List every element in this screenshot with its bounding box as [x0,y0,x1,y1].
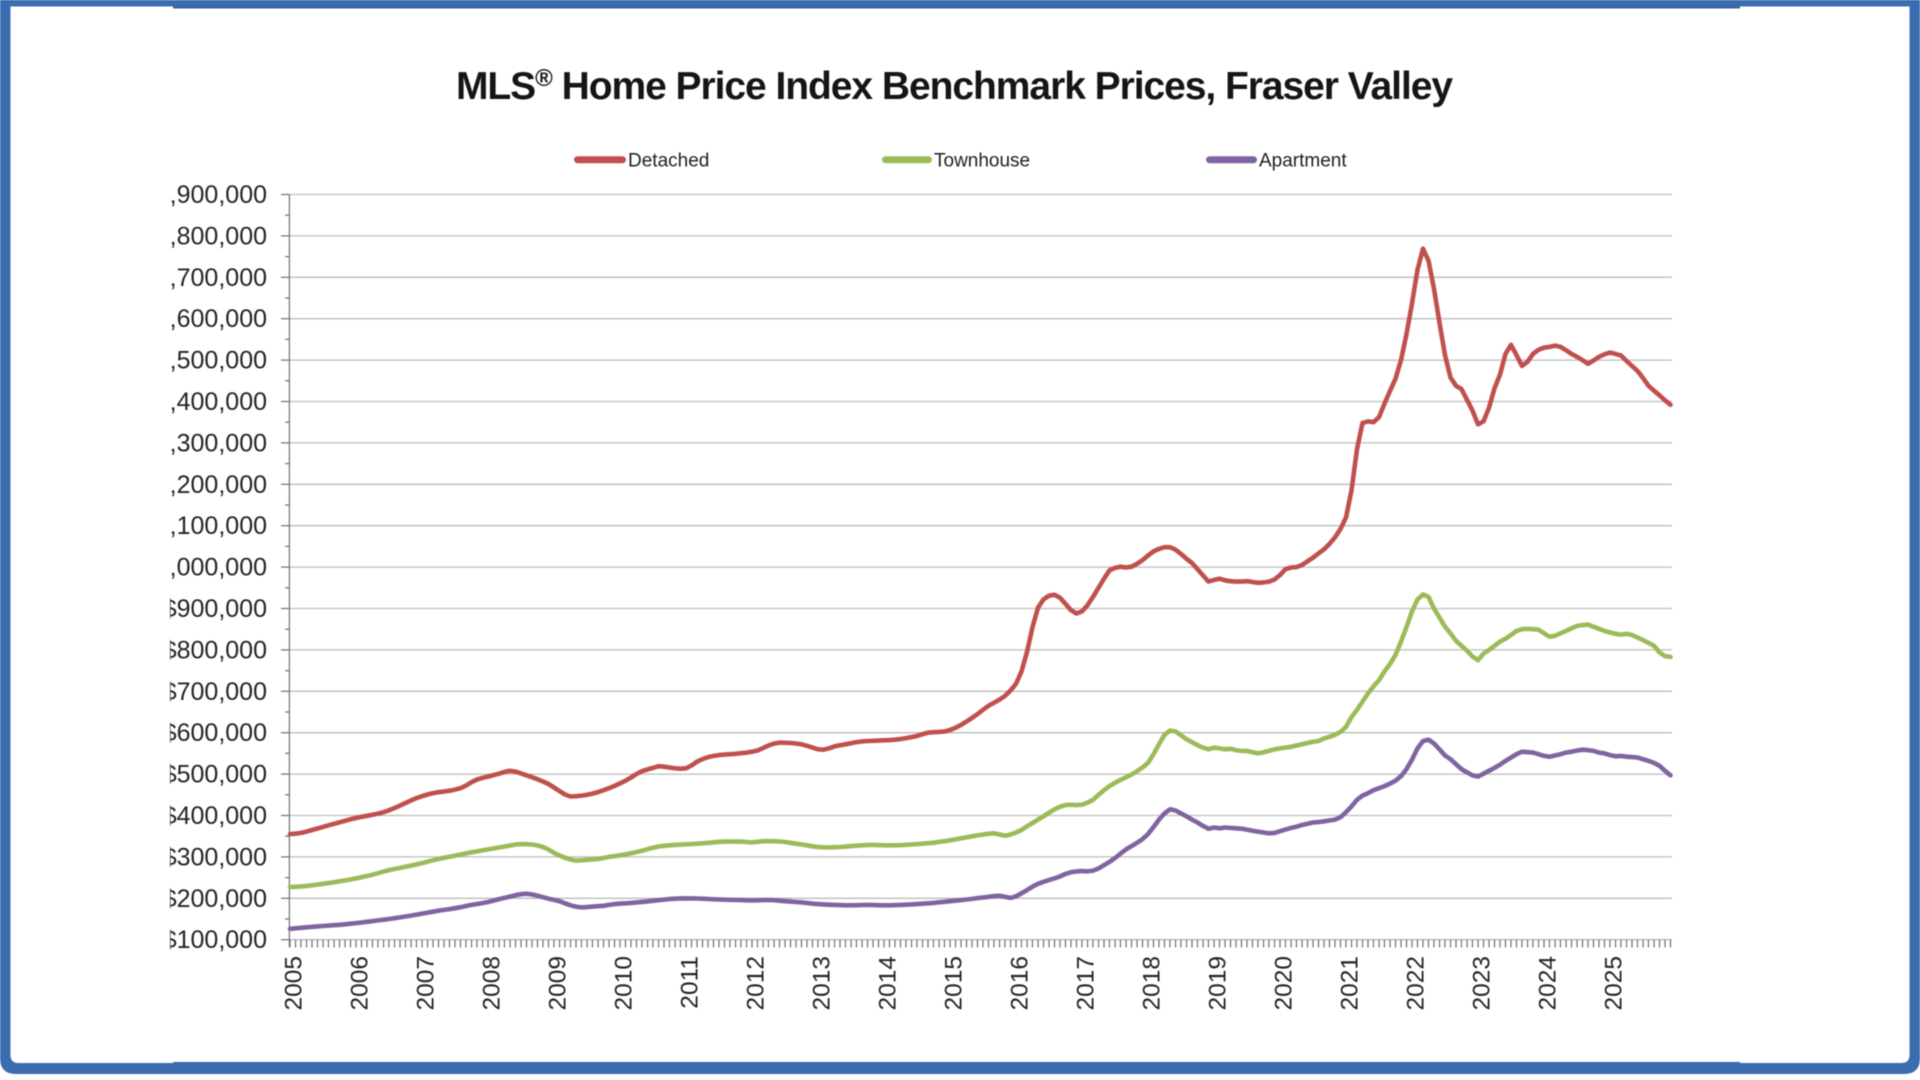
svg-text:2017: 2017 [1073,956,1100,1011]
svg-text:2013: 2013 [809,956,836,1011]
svg-text:2006: 2006 [347,956,374,1011]
svg-text:$1,500,000: $1,500,000 [142,347,267,375]
svg-text:$1,300,000: $1,300,000 [142,429,267,457]
svg-text:2025: 2025 [1601,956,1628,1011]
svg-text:$1,200,000: $1,200,000 [142,471,267,499]
svg-text:$300,000: $300,000 [163,843,267,871]
svg-text:2022: 2022 [1403,956,1430,1011]
svg-text:2020: 2020 [1271,956,1298,1011]
svg-text:2018: 2018 [1139,956,1166,1011]
svg-text:$1,700,000: $1,700,000 [142,264,267,292]
svg-text:2012: 2012 [743,956,770,1011]
svg-text:$700,000: $700,000 [163,678,267,706]
svg-text:$800,000: $800,000 [163,636,267,664]
svg-text:2011: 2011 [677,956,704,1009]
svg-text:2009: 2009 [545,956,572,1011]
svg-text:$1,400,000: $1,400,000 [142,388,267,416]
svg-text:$1,800,000: $1,800,000 [142,222,267,250]
svg-text:$600,000: $600,000 [163,719,267,747]
svg-text:$1,000,000: $1,000,000 [142,554,267,582]
svg-text:$200,000: $200,000 [163,885,267,913]
svg-text:2010: 2010 [611,956,638,1011]
svg-text:2016: 2016 [1007,956,1034,1011]
svg-text:Townhouse: Townhouse [934,151,1030,172]
svg-text:2007: 2007 [413,956,440,1011]
svg-text:$100,000: $100,000 [163,926,267,954]
svg-text:2023: 2023 [1469,956,1496,1011]
svg-text:2015: 2015 [941,956,968,1011]
svg-text:2014: 2014 [875,956,902,1011]
svg-text:$500,000: $500,000 [163,761,267,789]
svg-text:$400,000: $400,000 [163,802,267,830]
svg-text:$900,000: $900,000 [163,595,267,623]
svg-text:2021: 2021 [1337,956,1364,1011]
svg-text:Apartment: Apartment [1259,151,1347,172]
svg-text:2008: 2008 [479,956,506,1011]
svg-text:2019: 2019 [1205,956,1232,1011]
svg-text:2005: 2005 [281,956,308,1011]
svg-text:MLS® Home Price Index Benchmar: MLS® Home Price Index Benchmark Prices, … [456,65,1453,108]
svg-text:Detached: Detached [628,151,709,172]
svg-text:$1,100,000: $1,100,000 [142,512,267,540]
svg-text:$1,600,000: $1,600,000 [142,305,267,333]
svg-text:2024: 2024 [1535,956,1562,1011]
svg-text:$1,900,000: $1,900,000 [142,181,267,209]
